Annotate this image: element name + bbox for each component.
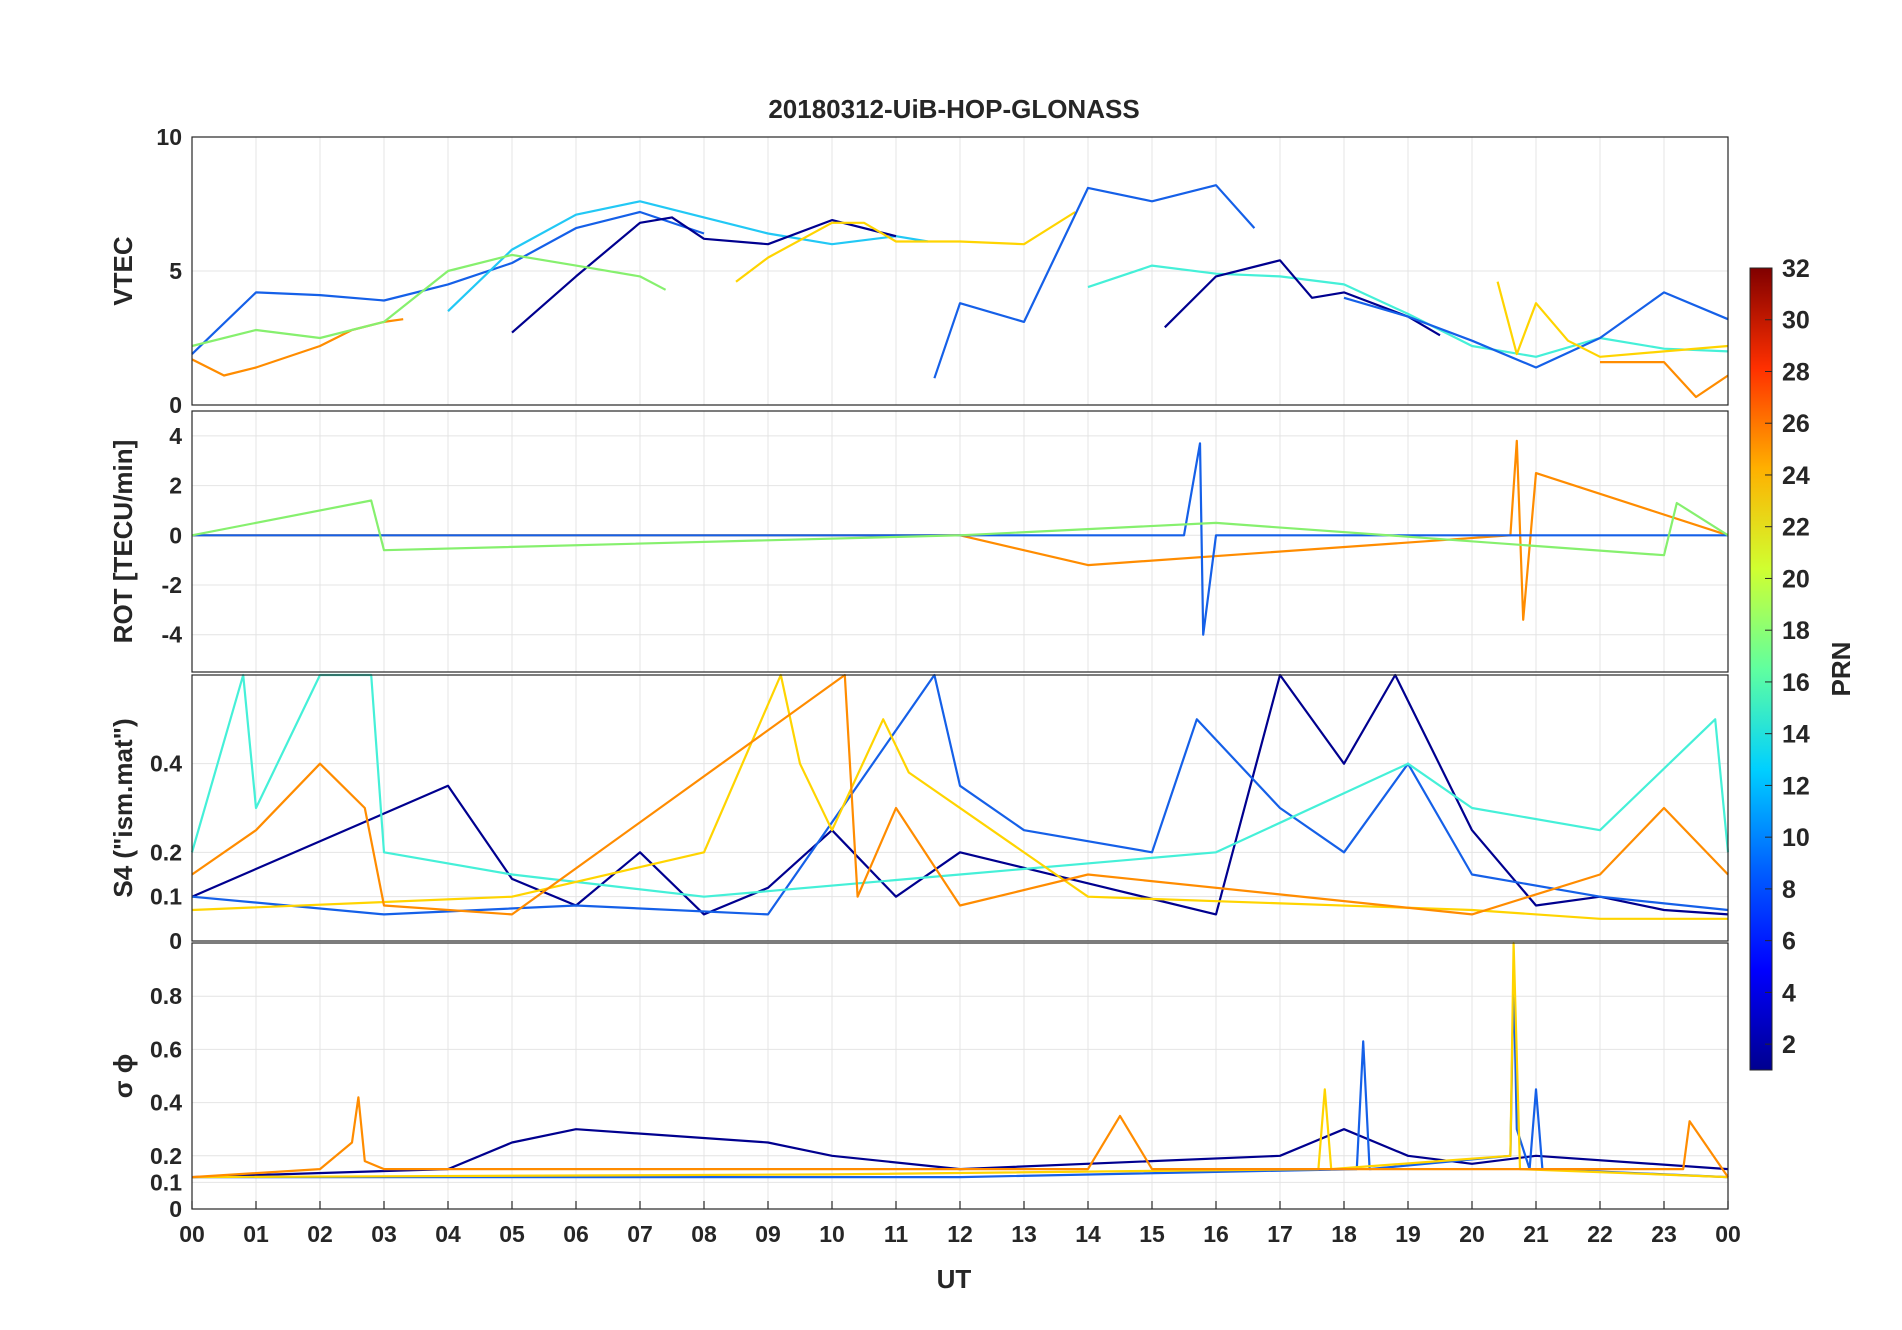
y-tick-label: 0.4 — [150, 1090, 182, 1116]
colorbar-tick-label: 26 — [1782, 410, 1810, 438]
colorbar-tick-label: 18 — [1782, 617, 1810, 645]
panel-sigma_phi: 00.10.2 0.4 0.6 0.8 σ ϕ — [108, 941, 1729, 1222]
series-line-vtec-5 — [191, 253, 667, 348]
y-tick-label: 0 — [169, 522, 182, 548]
y-tick-label: 0.1 — [150, 884, 182, 910]
colorbar-tick-label: 24 — [1782, 462, 1810, 490]
y-tick-label: 0.2 — [150, 1143, 182, 1169]
colorbar-gradient — [1749, 267, 1773, 1071]
x-tick-label: 20 — [1459, 1221, 1485, 1247]
x-tick-label: 06 — [563, 1221, 589, 1247]
x-tick-label: 14 — [1075, 1221, 1101, 1247]
series-line-vtec-1 — [447, 200, 929, 312]
colorbar-tick-label: 6 — [1782, 928, 1796, 956]
series-line-vtec-4 — [191, 318, 404, 377]
y-axis-label-sigma_phi: σ ϕ — [108, 1054, 138, 1099]
y-tick-label: 0 — [169, 1196, 182, 1222]
x-tick-label: 10 — [819, 1221, 845, 1247]
y-tick-label: 5 — [169, 258, 182, 284]
colorbar-tick-label: 28 — [1782, 358, 1810, 386]
y-tick-label: 0.1 — [150, 1169, 182, 1195]
series-line-rot-2 — [191, 499, 1729, 557]
x-tick-label: 05 — [499, 1221, 525, 1247]
y-tick-label: 10 — [156, 124, 182, 150]
x-tick-label: 11 — [884, 1221, 909, 1247]
x-tick-label: 21 — [1523, 1221, 1549, 1247]
y-tick-label: -4 — [162, 622, 183, 648]
figure-title: 20180312-UiB-HOP-GLONASS — [768, 94, 1139, 124]
x-tick-label: 00 — [179, 1221, 205, 1247]
colorbar-tick-label: 8 — [1782, 876, 1796, 904]
y-tick-label: -2 — [162, 572, 182, 598]
y-axis-label-rot: ROT [TECU/min] — [108, 440, 138, 644]
x-tick-label: 13 — [1011, 1221, 1037, 1247]
x-tick-label: 18 — [1331, 1221, 1357, 1247]
x-tick-label: 00 — [1715, 1221, 1741, 1247]
x-tick-label: 01 — [243, 1221, 269, 1247]
x-tick-label: 03 — [371, 1221, 397, 1247]
series-line-s4-2 — [190, 673, 1730, 898]
y-tick-label: 4 — [169, 423, 182, 449]
colorbar-tick-label: 22 — [1782, 514, 1810, 542]
colorbar-tick-label: 4 — [1782, 979, 1796, 1007]
x-tick-label: 23 — [1651, 1221, 1677, 1247]
series-line-vtec-6 — [933, 184, 1256, 379]
panel-frame — [191, 410, 1729, 673]
panel-s4: 0 0.1 0.2 0.4 S4 ("ism.mat") — [108, 673, 1730, 954]
colorbar-tick-label: 10 — [1782, 824, 1810, 852]
y-tick-label: 0.2 — [150, 839, 182, 865]
colorbar-tick-label: 12 — [1782, 772, 1810, 800]
series-line-vtec-0 — [191, 210, 705, 355]
x-tick-label: 15 — [1139, 1221, 1165, 1247]
colorbar-tick-label: 2 — [1782, 1031, 1796, 1059]
x-tick-label: 12 — [947, 1221, 973, 1247]
x-tick-label: 16 — [1203, 1221, 1229, 1247]
series-line-vtec-11 — [1600, 361, 1729, 399]
panel-frame — [191, 136, 1729, 406]
x-tick-label: 19 — [1395, 1221, 1421, 1247]
series-line-vtec-9 — [1343, 291, 1729, 369]
series-line-vtec-7 — [1087, 264, 1729, 358]
series-line-vtec-3 — [735, 211, 1076, 283]
panel-vtec: 0 5 10 VTEC — [108, 124, 1729, 418]
x-tick-label: 22 — [1587, 1221, 1613, 1247]
series-line-s4-4 — [191, 673, 1729, 916]
y-tick-label: 0 — [169, 928, 182, 954]
y-axis-label-s4: S4 ("ism.mat") — [108, 718, 138, 897]
colorbar-label: PRN — [1826, 642, 1856, 697]
y-tick-label: 0.6 — [150, 1036, 182, 1062]
series-line-sigma_phi-3 — [191, 1096, 1729, 1179]
panel-frame — [191, 674, 1729, 942]
series-line-rot-1 — [192, 442, 1728, 636]
y-tick-label: 0.4 — [150, 751, 182, 777]
x-tick-label: 17 — [1267, 1221, 1293, 1247]
colorbar-tick-label: 16 — [1782, 669, 1810, 697]
series-line-s4-3 — [191, 673, 1728, 920]
colorbar-tick-label: 30 — [1782, 307, 1810, 335]
x-tick-label: 02 — [307, 1221, 333, 1247]
series-line-s4-1 — [191, 673, 1729, 916]
panel-rot: -4 -2 0 2 4 ROT [TECU/min] — [108, 410, 1729, 673]
colorbar-tick-label: 20 — [1782, 565, 1810, 593]
colorbar-tick-label: 32 — [1782, 255, 1810, 283]
x-tick-label: 04 — [435, 1221, 461, 1247]
x-tick-label: 07 — [627, 1221, 653, 1247]
y-axis-label-vtec: VTEC — [108, 236, 138, 306]
x-axis-label: UT — [937, 1264, 972, 1294]
x-tick-label: 09 — [755, 1221, 781, 1247]
y-tick-label: 0.8 — [150, 983, 182, 1009]
y-tick-label: 2 — [169, 473, 182, 499]
series-line-vtec-10 — [1496, 281, 1729, 358]
y-tick-label: 0 — [169, 392, 182, 418]
colorbar-tick-label: 14 — [1782, 721, 1810, 749]
x-tick-label: 08 — [691, 1221, 717, 1247]
